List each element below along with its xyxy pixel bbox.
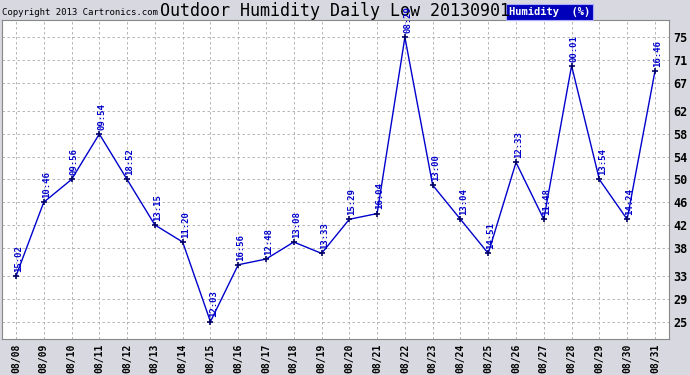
Text: 09:54: 09:54 xyxy=(97,103,106,130)
Text: 12:03: 12:03 xyxy=(208,291,218,318)
Text: 14:24: 14:24 xyxy=(625,188,634,215)
Text: 12:33: 12:33 xyxy=(514,131,523,158)
Text: 13:00: 13:00 xyxy=(431,154,440,181)
Text: 15:29: 15:29 xyxy=(348,188,357,215)
Text: 13:04: 13:04 xyxy=(459,188,468,215)
Text: 13:54: 13:54 xyxy=(598,148,607,175)
Text: 12:48: 12:48 xyxy=(264,228,273,255)
Text: Humidity  (%): Humidity (%) xyxy=(509,7,590,17)
Text: 08:29: 08:29 xyxy=(403,6,412,33)
Text: 13:15: 13:15 xyxy=(153,194,162,221)
Text: 16:04: 16:04 xyxy=(375,183,384,209)
Text: 00:01: 00:01 xyxy=(570,35,579,62)
Title: Outdoor Humidity Daily Low 20130901: Outdoor Humidity Daily Low 20130901 xyxy=(161,2,511,20)
Text: 18:52: 18:52 xyxy=(126,148,135,175)
Text: 15:02: 15:02 xyxy=(14,245,23,272)
Text: 11:20: 11:20 xyxy=(181,211,190,238)
Text: 09:56: 09:56 xyxy=(70,148,79,175)
Text: 13:33: 13:33 xyxy=(320,222,329,249)
Text: 13:08: 13:08 xyxy=(292,211,301,238)
Text: 10:46: 10:46 xyxy=(42,171,51,198)
Text: 14:51: 14:51 xyxy=(486,222,495,249)
Text: 16:46: 16:46 xyxy=(653,40,662,67)
Text: Copyright 2013 Cartronics.com: Copyright 2013 Cartronics.com xyxy=(2,8,158,17)
Text: 11:48: 11:48 xyxy=(542,188,551,215)
Text: 16:56: 16:56 xyxy=(237,234,246,261)
